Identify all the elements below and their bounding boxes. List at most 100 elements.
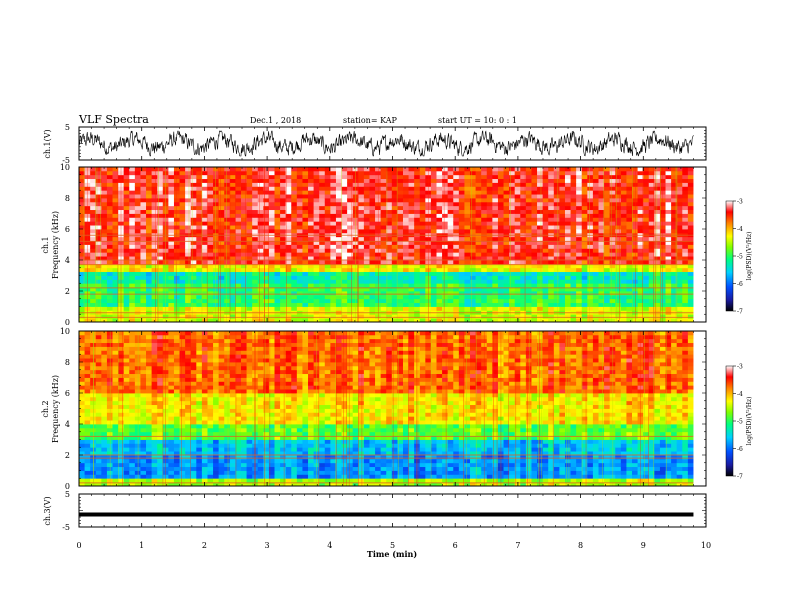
spectrogram-cell [146, 252, 153, 257]
spectrogram-cell [380, 205, 387, 211]
spectrogram-cell [229, 190, 236, 195]
spectrogram-cell [665, 256, 672, 261]
spectrogram-cell [553, 275, 560, 280]
spectrogram-cell [453, 182, 460, 187]
spectrogram-cell [280, 298, 287, 304]
spectrogram-cell [676, 194, 683, 199]
spectrogram-cell [648, 170, 655, 176]
spectrogram-cell [229, 306, 236, 311]
spectrogram-cell [229, 209, 236, 214]
spectrogram-cell [581, 221, 588, 226]
spectrogram-cell [637, 252, 644, 257]
spectrogram-cell [503, 260, 510, 265]
spectrogram-cell [257, 294, 264, 300]
spectrogram-cell [671, 201, 678, 207]
spectrogram-cell [576, 225, 583, 230]
spectrogram-cell [101, 170, 108, 176]
header-date: Dec.1 , 2018 [250, 116, 301, 125]
spectrogram-cell [229, 174, 236, 180]
spectrogram-cell [79, 358, 85, 363]
spectrogram-cell [520, 256, 527, 261]
spectrogram-cell [442, 190, 449, 195]
spectrogram-cell [537, 271, 544, 276]
spectrogram-cell [285, 306, 292, 311]
spectrogram-cell [475, 252, 482, 257]
spectrogram-cell [637, 236, 644, 242]
spectrogram-cell [548, 182, 555, 187]
spectrogram-cell [447, 275, 454, 280]
spectrogram-cell [358, 174, 365, 180]
spectrogram-cell [358, 205, 365, 211]
spectrogram-cell [458, 267, 465, 273]
y-tick-label: 10 [60, 163, 70, 172]
spectrogram-cell [291, 167, 298, 172]
spectrogram-cell [654, 217, 661, 222]
spectrogram-cell [626, 174, 633, 180]
spectrogram-cell [659, 244, 666, 249]
spectrogram-cell [235, 209, 242, 214]
spectrogram-cell [313, 291, 320, 296]
spectrogram-cell [106, 260, 113, 265]
spectrogram-cell [95, 462, 102, 468]
spectrogram-cell [531, 170, 538, 176]
spectrogram-cell [414, 244, 421, 249]
spectrogram-cell [229, 236, 236, 242]
spectrogram-cell [330, 194, 337, 199]
spectrogram-cell [542, 287, 549, 292]
spectrogram-cell [358, 314, 365, 319]
spectrogram-cell [291, 236, 298, 242]
spectrogram-cell [280, 236, 287, 242]
spectrogram-cell [492, 167, 499, 172]
spectrogram-cell [503, 205, 510, 211]
spectrogram-cell [296, 263, 303, 269]
spectrogram-cell [665, 209, 672, 214]
spectrogram-cell [162, 213, 169, 218]
spectrogram-cell [335, 209, 342, 214]
spectrogram-cell [581, 174, 588, 180]
spectrogram-cell [358, 217, 365, 222]
spectrogram-cell [397, 248, 404, 253]
spectrogram-cell [240, 263, 247, 269]
spectrogram-cell [458, 271, 465, 276]
spectrogram-cell [436, 236, 443, 242]
spectrogram-cell [604, 178, 611, 183]
spectrogram-cell [671, 229, 678, 234]
spectrogram-cell [252, 174, 259, 180]
spectrogram-cell [509, 298, 516, 304]
spectrogram-cell [229, 248, 236, 253]
spectrogram-cell [196, 174, 203, 180]
spectrogram-cell [553, 217, 560, 222]
spectrogram-cell [330, 252, 337, 257]
spectrogram-cell [84, 435, 91, 440]
spectrogram-cell [313, 209, 320, 214]
spectrogram-cell [319, 201, 326, 207]
spectrogram-cell [235, 287, 242, 292]
spectrogram-cell [470, 205, 477, 211]
spectrogram-cell [319, 217, 326, 222]
spectrogram-cell [592, 244, 599, 249]
spectrogram-cell [380, 256, 387, 261]
spectrogram-cell [162, 263, 169, 269]
spectrogram-cell [90, 271, 97, 276]
spectrogram-cell [542, 279, 549, 284]
spectrogram-cell [101, 213, 108, 218]
spectrogram-cell [665, 287, 672, 292]
spectrogram-cell [531, 314, 538, 319]
spectrogram-cell [486, 170, 493, 176]
spectrogram-cell [576, 198, 583, 203]
spectrogram-cell [229, 271, 236, 276]
spectrogram-cell [285, 229, 292, 234]
spectrogram-cell [687, 178, 694, 183]
spectrogram-cell [90, 279, 97, 284]
spectrogram-cell [218, 225, 225, 230]
spectrogram-cell [168, 271, 175, 276]
spectrogram-cell [363, 221, 370, 226]
spectrogram-cell [274, 240, 281, 245]
spectrogram-cell [358, 252, 365, 257]
spectrogram-cell [632, 229, 638, 234]
spectrogram-cell [687, 306, 694, 311]
spectrogram-cell [263, 298, 270, 304]
spectrogram-cell [84, 474, 91, 479]
spectrogram-cell [79, 482, 85, 487]
spectrogram-cell [190, 174, 197, 180]
